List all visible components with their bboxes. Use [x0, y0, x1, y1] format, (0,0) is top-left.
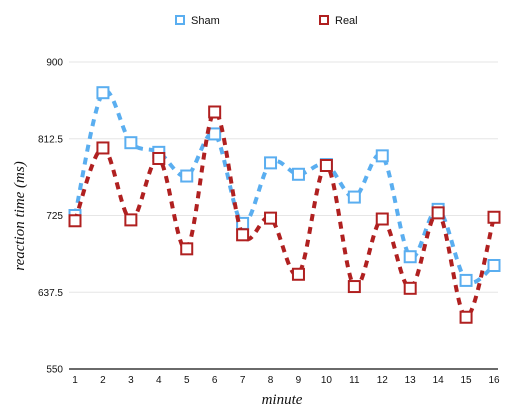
- data-point-sham: [375, 149, 389, 163]
- y-tick-label: 637.5: [38, 288, 63, 299]
- series-sham: [68, 86, 501, 287]
- data-point-real: [431, 206, 445, 220]
- x-tick-label: 12: [377, 375, 389, 386]
- data-point-real: [68, 214, 82, 228]
- y-tick-label: 550: [46, 365, 63, 376]
- data-point-real: [291, 267, 305, 281]
- data-point-sham: [96, 86, 110, 100]
- legend: Sham Real: [175, 15, 358, 27]
- x-tick-label: 2: [100, 375, 106, 386]
- data-point-real: [403, 281, 417, 295]
- data-point-real: [375, 212, 389, 226]
- x-tick-label: 5: [184, 375, 190, 386]
- series-line-real: [73, 109, 496, 320]
- x-tick-label: 16: [488, 375, 500, 386]
- x-tick-label: 14: [433, 375, 445, 386]
- data-point-sham: [403, 250, 417, 264]
- data-point-real: [124, 213, 138, 227]
- y-tick-labels: 550 637.5 725 812.5 900: [38, 58, 63, 376]
- x-tick-labels: 1 2 3 4 5 6 7 8 9 10 11 12 13 14 15 16: [72, 375, 500, 386]
- data-point-sham: [124, 136, 138, 150]
- data-point-sham: [459, 273, 473, 287]
- data-point-sham: [208, 127, 222, 141]
- x-tick-label: 11: [349, 375, 360, 386]
- x-tick-label: 13: [405, 375, 417, 386]
- data-point-real: [152, 151, 166, 165]
- y-axis-title: reaction time (ms): [12, 161, 28, 270]
- data-point-real: [319, 159, 333, 173]
- data-point-real: [459, 310, 473, 324]
- data-point-real: [264, 211, 278, 225]
- grid: [69, 61, 498, 370]
- data-point-sham: [291, 167, 305, 181]
- y-tick-label: 812.5: [38, 134, 63, 145]
- legend-label-sham: Sham: [191, 15, 220, 27]
- x-tick-label: 3: [128, 375, 134, 386]
- x-tick-label: 10: [321, 375, 333, 386]
- series-layer: [68, 86, 501, 324]
- data-point-sham: [264, 156, 278, 170]
- x-tick-label: 1: [72, 375, 78, 386]
- data-point-sham: [180, 169, 194, 183]
- series-line-sham: [73, 88, 496, 285]
- y-tick-label: 725: [46, 211, 63, 222]
- data-point-sham: [487, 258, 501, 272]
- data-point-real: [487, 210, 501, 224]
- legend-marker-sham: [175, 15, 185, 25]
- data-point-sham: [347, 190, 361, 204]
- legend-marker-real: [319, 15, 329, 25]
- series-real: [68, 105, 501, 324]
- data-point-real: [208, 105, 222, 119]
- x-tick-label: 8: [268, 375, 274, 386]
- x-axis-title: minute: [262, 392, 303, 408]
- x-tick-label: 7: [240, 375, 246, 386]
- x-tick-label: 4: [156, 375, 162, 386]
- y-tick-label: 900: [46, 58, 63, 69]
- data-point-real: [96, 141, 110, 155]
- data-point-real: [236, 228, 250, 242]
- x-tick-label: 15: [461, 375, 473, 386]
- data-point-real: [347, 280, 361, 294]
- legend-label-real: Real: [335, 15, 358, 27]
- x-tick-label: 6: [212, 375, 218, 386]
- x-tick-label: 9: [296, 375, 302, 386]
- data-point-real: [180, 242, 194, 256]
